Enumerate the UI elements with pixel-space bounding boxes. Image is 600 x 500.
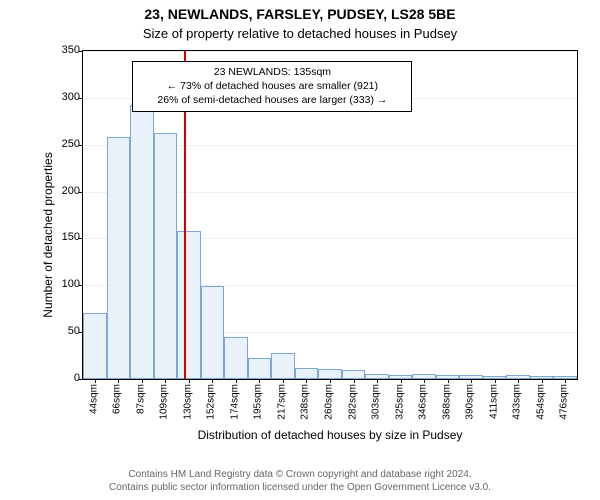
xtick bbox=[354, 379, 355, 383]
ytick-label: 0 bbox=[50, 372, 80, 384]
histogram-bar bbox=[130, 105, 154, 379]
xtick-label: 195sqm bbox=[253, 384, 264, 420]
chart-title-sub: Size of property relative to detached ho… bbox=[0, 26, 600, 42]
xtick-label: 174sqm bbox=[229, 384, 240, 420]
histogram-bar bbox=[224, 337, 248, 379]
xtick-label: 217sqm bbox=[276, 384, 287, 420]
xtick bbox=[330, 379, 331, 383]
histogram-bar bbox=[318, 369, 342, 379]
histogram-bar bbox=[295, 368, 319, 379]
chart-title-main: 23, NEWLANDS, FARSLEY, PUDSEY, LS28 5BE bbox=[0, 6, 600, 24]
plot-area: 23 NEWLANDS: 135sqm← 73% of detached hou… bbox=[82, 50, 578, 380]
xtick-label: 433sqm bbox=[512, 384, 523, 420]
xtick-label: 303sqm bbox=[371, 384, 382, 420]
xtick bbox=[165, 379, 166, 383]
xtick-label: 454sqm bbox=[535, 384, 546, 420]
xtick bbox=[518, 379, 519, 383]
x-axis-label: Distribution of detached houses by size … bbox=[82, 428, 578, 442]
xtick bbox=[377, 379, 378, 383]
ytick-label: 350 bbox=[50, 44, 80, 56]
histogram-bar bbox=[248, 358, 272, 379]
xtick bbox=[471, 379, 472, 383]
xtick bbox=[424, 379, 425, 383]
xtick bbox=[95, 379, 96, 383]
annotation-box: 23 NEWLANDS: 135sqm← 73% of detached hou… bbox=[132, 61, 412, 112]
xtick-label: 66sqm bbox=[112, 384, 123, 414]
xtick-label: 282sqm bbox=[347, 384, 358, 420]
ytick-label: 100 bbox=[50, 278, 80, 290]
xtick-label: 411sqm bbox=[488, 384, 499, 419]
xtick bbox=[401, 379, 402, 383]
histogram-bar bbox=[177, 231, 201, 379]
ytick-label: 300 bbox=[50, 91, 80, 103]
xtick bbox=[448, 379, 449, 383]
xtick bbox=[542, 379, 543, 383]
xtick-label: 130sqm bbox=[182, 384, 193, 420]
footer-attribution: Contains HM Land Registry data © Crown c… bbox=[0, 469, 600, 494]
xtick-label: 390sqm bbox=[465, 384, 476, 420]
chart-title-block: 23, NEWLANDS, FARSLEY, PUDSEY, LS28 5BE … bbox=[0, 0, 600, 42]
ytick-label: 50 bbox=[50, 325, 80, 337]
xtick bbox=[306, 379, 307, 383]
histogram-bar bbox=[83, 313, 107, 379]
footer-line-1: Contains HM Land Registry data © Crown c… bbox=[0, 469, 600, 482]
xtick bbox=[212, 379, 213, 383]
xtick-label: 152sqm bbox=[206, 384, 217, 420]
xtick bbox=[236, 379, 237, 383]
xtick-label: 476sqm bbox=[559, 384, 570, 420]
histogram-bar bbox=[201, 286, 225, 379]
gridline-h bbox=[83, 51, 577, 52]
xtick bbox=[495, 379, 496, 383]
xtick-label: 260sqm bbox=[324, 384, 335, 420]
xtick-label: 368sqm bbox=[441, 384, 452, 420]
ytick-label: 150 bbox=[50, 231, 80, 243]
xtick-label: 109sqm bbox=[159, 384, 170, 420]
xtick bbox=[118, 379, 119, 383]
xtick-label: 44sqm bbox=[88, 384, 99, 414]
xtick bbox=[259, 379, 260, 383]
xtick-label: 325sqm bbox=[394, 384, 405, 420]
histogram-bar bbox=[271, 353, 295, 379]
annotation-line-2: ← 73% of detached houses are smaller (92… bbox=[139, 79, 405, 93]
xtick-label: 238sqm bbox=[300, 384, 311, 420]
xtick bbox=[283, 379, 284, 383]
xtick bbox=[142, 379, 143, 383]
xtick bbox=[565, 379, 566, 383]
annotation-line-3: 26% of semi-detached houses are larger (… bbox=[139, 93, 405, 107]
histogram-bar bbox=[342, 370, 366, 379]
ytick-label: 200 bbox=[50, 185, 80, 197]
xtick bbox=[189, 379, 190, 383]
histogram-bar bbox=[107, 137, 131, 379]
xtick-label: 346sqm bbox=[418, 384, 429, 420]
ytick-label: 250 bbox=[50, 138, 80, 150]
xtick-label: 87sqm bbox=[135, 384, 146, 414]
footer-line-2: Contains public sector information licen… bbox=[0, 482, 600, 495]
histogram-bar bbox=[154, 133, 178, 379]
chart-container: Number of detached properties 23 NEWLAND… bbox=[48, 50, 578, 420]
annotation-line-1: 23 NEWLANDS: 135sqm bbox=[139, 65, 405, 79]
